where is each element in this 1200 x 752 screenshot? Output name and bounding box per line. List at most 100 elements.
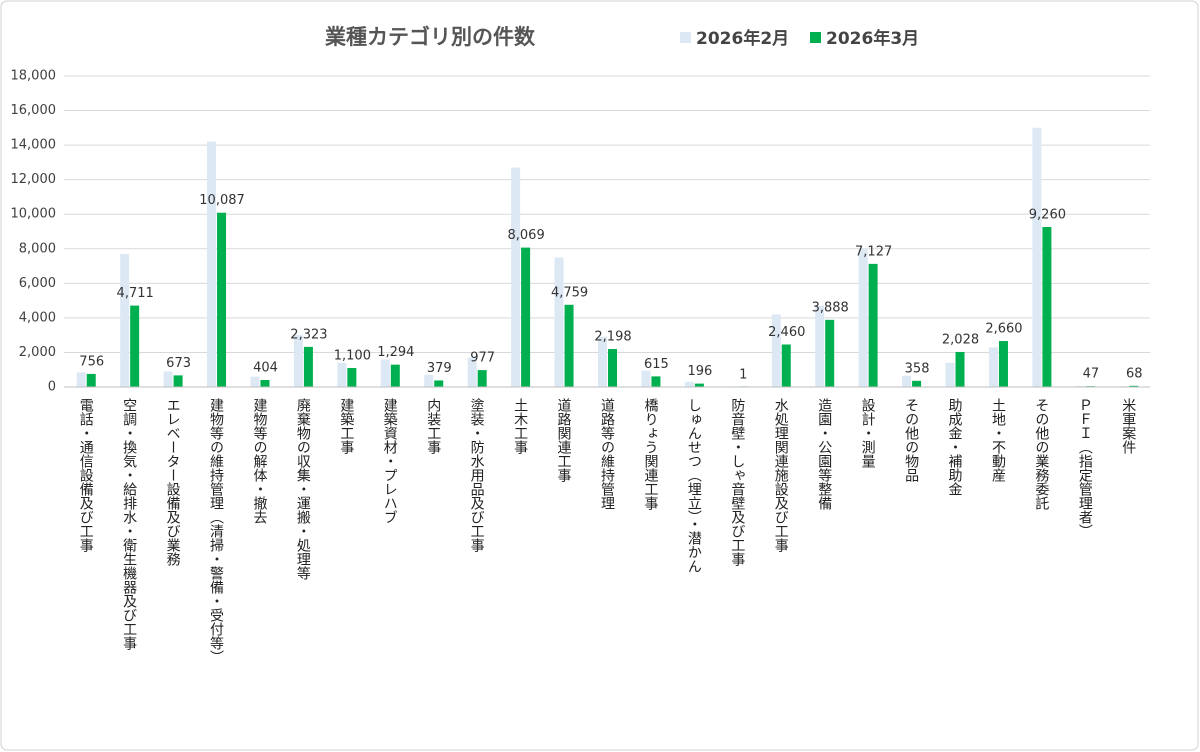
value-label: 404: [253, 361, 278, 376]
x-tick-label: 道路関連工事: [556, 398, 572, 482]
value-label: 196: [687, 364, 712, 379]
bar: [130, 305, 140, 387]
bar: [651, 376, 661, 387]
x-tick-label: 廃棄物の収集・運搬・処理等: [295, 397, 311, 580]
value-label: 2,323: [290, 327, 327, 342]
value-label: 4,759: [551, 285, 588, 300]
bar: [998, 341, 1008, 387]
value-label: 756: [79, 354, 104, 369]
x-tick-label: その他の業務委託: [1033, 398, 1049, 510]
bar: [293, 335, 303, 387]
bar: [337, 362, 347, 387]
y-tick-label: 16,000: [11, 103, 57, 118]
bar: [173, 375, 183, 387]
bar: [641, 370, 651, 387]
x-tick-label: 建物等の維持管理（清掃・警備・受付等）: [208, 398, 224, 664]
value-label: 379: [427, 361, 452, 376]
bar: [207, 141, 217, 387]
x-tick-label: 建築工事: [338, 398, 354, 454]
x-tick-label: 道路等の維持管理: [599, 398, 615, 510]
bar: [955, 351, 965, 387]
value-label: 2,198: [594, 330, 631, 345]
x-tick-label: 水処理関連施設及び工事: [773, 398, 789, 552]
y-tick-label: 2,000: [19, 345, 56, 360]
x-tick-label: 電話・通信設備及び工事: [78, 398, 94, 552]
bar: [868, 263, 878, 387]
bar: [434, 380, 444, 387]
x-tick-label: 造園・公園等整備: [816, 398, 832, 510]
bar: [902, 375, 912, 387]
value-label: 2,460: [768, 325, 805, 340]
value-label: 7,127: [855, 244, 892, 259]
value-label: 673: [166, 356, 191, 371]
value-label: 9,260: [1029, 208, 1066, 223]
bar: [86, 373, 96, 387]
value-label: 1: [739, 367, 747, 382]
value-label: 2,028: [942, 332, 979, 347]
bar: [163, 371, 173, 387]
value-label: 615: [644, 357, 669, 372]
y-tick-label: 0: [48, 380, 56, 395]
bar: [424, 374, 434, 387]
bar: [858, 248, 868, 387]
bar: [1042, 227, 1052, 387]
bar: [1032, 127, 1042, 387]
legend-swatch: [680, 32, 691, 43]
bar: [217, 212, 227, 387]
y-tick-label: 14,000: [11, 138, 57, 153]
bar: [598, 336, 607, 387]
value-label: 977: [470, 351, 495, 366]
value-label: 4,711: [117, 286, 154, 301]
value-label: 47: [1083, 367, 1100, 382]
bar: [945, 362, 955, 387]
bar: [120, 253, 130, 387]
bar: [912, 380, 922, 387]
legend-swatch: [810, 32, 821, 43]
x-tick-label: 内装工事: [425, 398, 441, 454]
bar: [303, 346, 313, 387]
y-tick-label: 10,000: [11, 207, 57, 222]
value-label: 1,294: [377, 345, 414, 360]
bar: [694, 383, 704, 387]
chart-title: 業種カテゴリ別の件数: [325, 25, 536, 49]
bar: [564, 304, 574, 387]
x-tick-label: 米軍案件: [1120, 398, 1136, 454]
bar: [380, 359, 390, 387]
x-tick-label: 土地・不動産: [990, 398, 1006, 483]
x-tick-label: 設計・測量: [860, 398, 876, 468]
bar: [250, 376, 260, 387]
bar: [554, 257, 564, 387]
y-tick-label: 18,000: [11, 69, 57, 84]
bar: [1129, 385, 1139, 387]
bar: [477, 370, 487, 387]
bar: [815, 305, 825, 387]
bar: [76, 372, 86, 387]
value-label: 8,069: [508, 228, 545, 243]
y-tick-label: 6,000: [19, 276, 56, 291]
value-label: 68: [1126, 366, 1143, 381]
bar: [390, 364, 400, 387]
bar: [771, 314, 781, 387]
bar: [781, 344, 791, 387]
x-tick-label: 助成金・補助金: [947, 398, 963, 496]
legend-label: 2026年3月: [826, 28, 919, 49]
bar: [684, 381, 694, 387]
y-tick-label: 4,000: [19, 310, 56, 325]
x-tick-label: 防音壁・しゃ音壁及び工事: [729, 398, 745, 566]
bar: [467, 357, 477, 387]
bar: [511, 167, 521, 387]
x-tick-label: ＰＦＩ（指定管理者）: [1077, 398, 1093, 538]
bar: [988, 347, 998, 387]
value-label: 1,100: [334, 348, 371, 363]
bar: [825, 319, 835, 387]
bar: [1075, 385, 1085, 387]
value-label: 358: [905, 361, 930, 376]
bar: [260, 380, 270, 387]
value-label: 3,888: [812, 300, 849, 315]
bar: [521, 247, 531, 387]
value-label: 10,087: [199, 193, 245, 208]
x-tick-label: 建物等の解体・撤去: [251, 398, 267, 524]
legend-label: 2026年2月: [696, 28, 789, 49]
bar: [608, 349, 617, 387]
